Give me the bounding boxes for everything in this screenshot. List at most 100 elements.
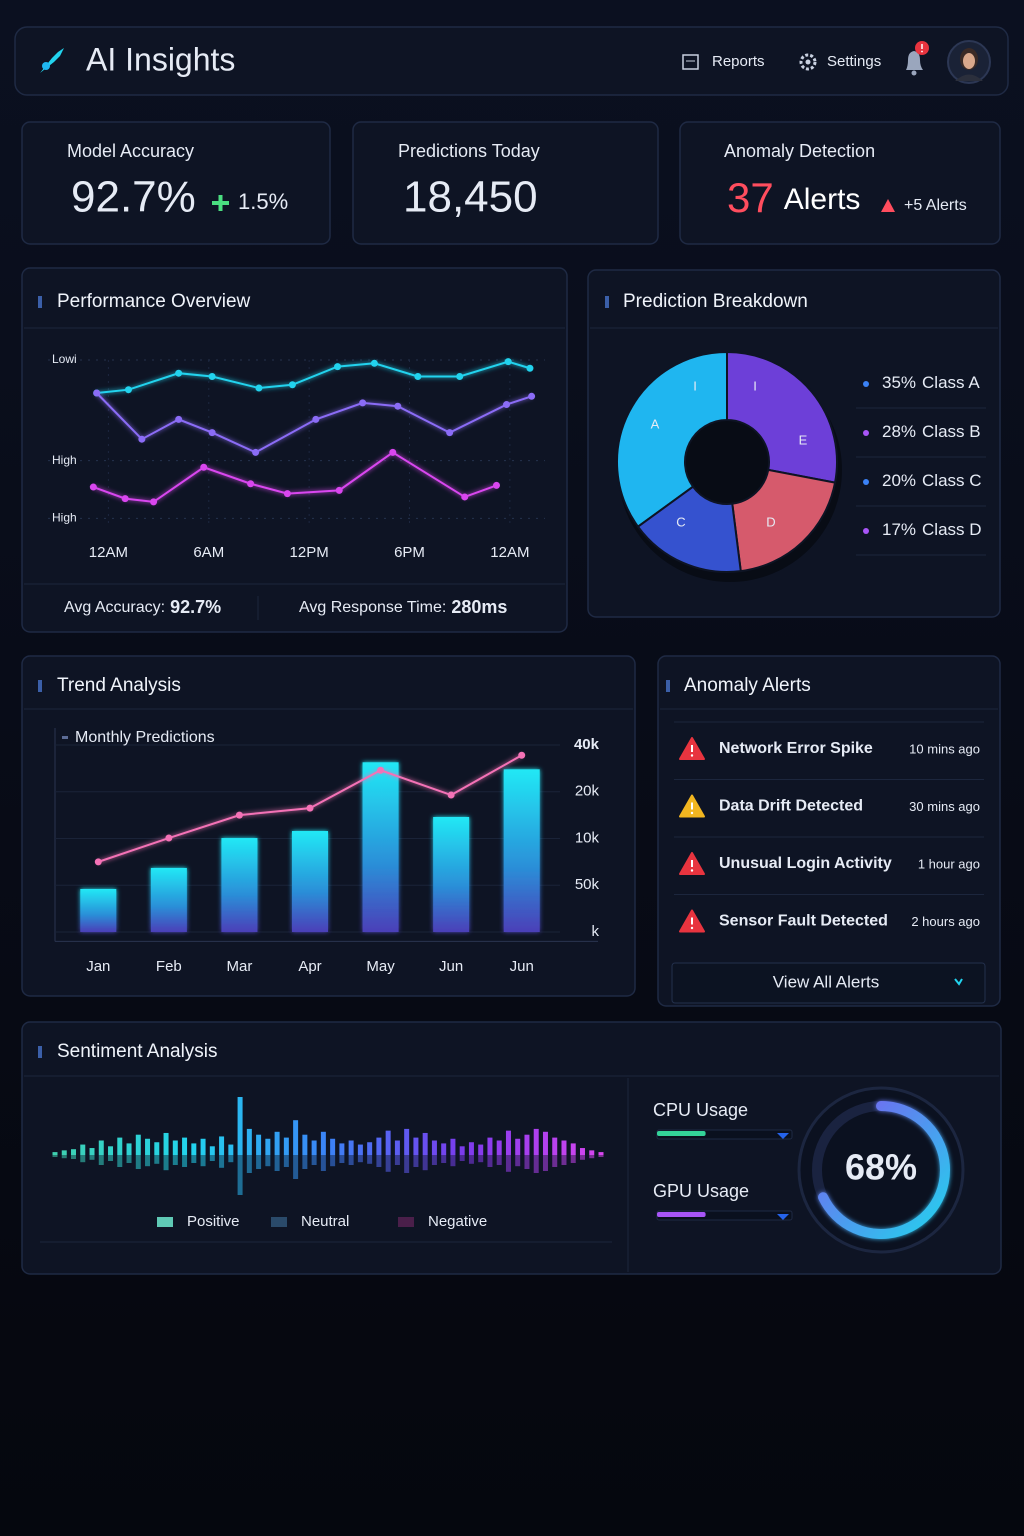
stat-label: Avg Accuracy: [64,599,165,616]
line-point [175,415,183,423]
wave-bar-reflection [496,1155,502,1165]
line-point [93,389,101,397]
wave-bar [246,1128,252,1155]
wave-bar-reflection [182,1155,188,1167]
x-tick-label: Jun [510,958,534,975]
bar [362,762,399,932]
slice-text: D [766,514,775,529]
wave-bar [293,1120,299,1155]
wave-bar-reflection [579,1155,585,1160]
legend-entry: 35% Class A [882,373,980,392]
x-tick-label: 6PM [394,544,425,561]
resource-label: CPU Usage [653,1100,748,1120]
wave-bar-reflection [283,1155,289,1167]
nav-label[interactable]: Settings [827,53,881,70]
x-tick-label: 12AM [89,544,128,561]
wave-bar [172,1140,178,1155]
button-label[interactable]: View All Alerts [773,972,879,991]
line-point [377,766,385,774]
line-point [312,415,320,423]
panel-handle [38,1046,42,1058]
kpi-card [352,121,659,245]
user-avatar[interactable] [947,40,991,84]
y-tick-label: High [52,453,77,467]
wave-bar [413,1137,419,1155]
legend-swatch [62,736,68,739]
wave-bar [191,1143,197,1155]
notification-bell[interactable] [906,41,929,76]
wave-bar [385,1130,391,1155]
line-point [252,448,260,456]
wave-bar-reflection [561,1155,567,1165]
wave-bar [441,1143,447,1155]
wave-bar [126,1143,132,1155]
kpi-label: Predictions Today [398,141,540,161]
wave-bar-reflection [367,1155,373,1164]
wave-bar-reflection [246,1155,252,1173]
wave-bar-reflection [320,1155,326,1171]
up-icon [212,195,229,211]
chevron[interactable] [954,978,963,986]
alert-title: Unusual Login Activity [719,855,892,872]
x-tick-label: 6AM [193,544,224,561]
wave-bar-reflection [515,1155,521,1167]
legend-swatch [398,1217,414,1227]
resource-fill [657,1131,706,1136]
line-point [208,373,216,380]
wave-bar-reflection [154,1155,160,1164]
panel-handle [38,680,42,692]
wave-bar-reflection [376,1155,382,1167]
line-point [492,481,500,489]
reports-nav[interactable]: Reports [682,53,765,70]
slice-text: A [651,416,660,431]
wave-bar [524,1134,530,1155]
button-frame[interactable] [671,962,986,1004]
view-all-button[interactable]: View All Alerts [671,962,986,1004]
kpi-card [21,121,331,245]
wave-bar [117,1137,123,1155]
legend-label: Class C [922,471,982,490]
y-tick-label: k [592,923,600,940]
wave-bar-reflection [80,1155,86,1163]
wave-bar-reflection [117,1155,123,1167]
kpi-unit: Alerts [784,183,861,216]
legend-entry: Neutral [301,1213,349,1230]
legend-value: 17% [882,520,916,539]
legend-value: 20% [882,471,916,490]
wave-bar-reflection [256,1155,262,1169]
x-tick-label: Jan [86,958,110,975]
wave-bar [98,1140,104,1155]
stat-label: Avg Response Time: [299,599,446,616]
footer-stat: Avg Accuracy: 92.7% [64,597,221,617]
alert-time: 30 mins ago [909,799,980,814]
nav-label[interactable]: Reports [712,53,765,70]
wave-bar [394,1140,400,1155]
y-tick-label: 40k [574,736,600,753]
wave-bar [274,1131,280,1155]
settings-nav[interactable]: Settings [799,53,881,71]
line-point [518,751,526,759]
wave-bar [80,1144,86,1155]
wave-bar [283,1137,289,1155]
line-point [124,386,132,394]
wave-bar-reflection [172,1155,178,1165]
wave-bar-reflection [357,1155,363,1163]
line-point [283,490,291,498]
legend-value: 28% [882,422,916,441]
wave-bar [404,1128,410,1155]
wave-bar-reflection [542,1155,548,1171]
alert-title: Sensor Fault Detected [719,913,888,930]
wave-bar-reflection [330,1155,336,1167]
wave-bar-reflection [339,1155,345,1163]
line-point [503,401,511,409]
line-point [165,834,173,842]
line-point [89,483,97,491]
line-point [389,448,397,456]
wave-bar-reflection [61,1155,67,1159]
wave-bar-reflection [431,1155,437,1165]
wave-bar [552,1137,558,1155]
legend-label: Class B [922,422,981,441]
resource-fill [657,1212,706,1217]
bar [80,888,117,932]
